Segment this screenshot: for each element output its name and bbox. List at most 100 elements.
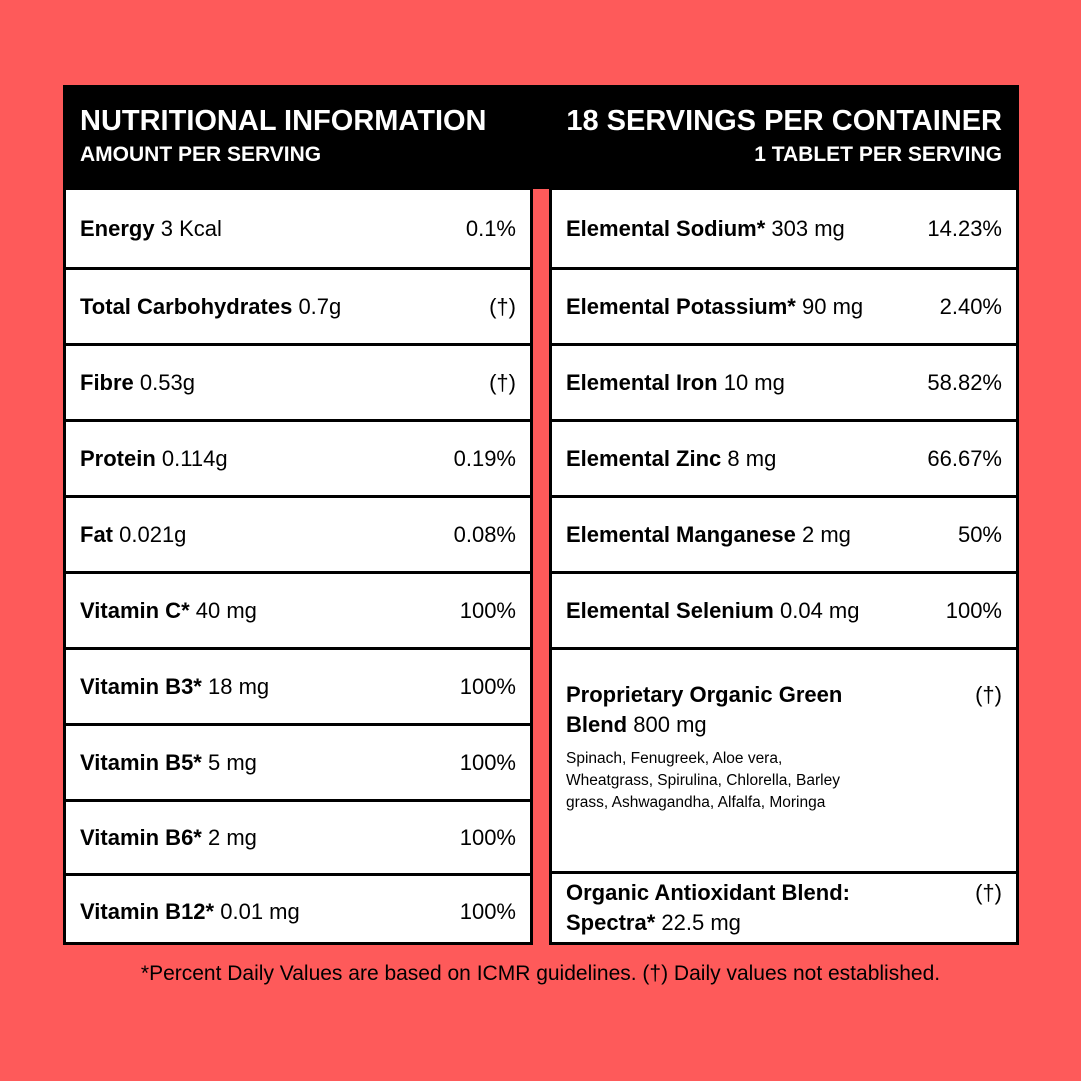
header-subtitle: AMOUNT PER SERVING bbox=[80, 143, 322, 166]
right-column: Elemental Sodium* 303 mg 14.23% Elemental … bbox=[549, 187, 1019, 945]
nutrient-row: Energy 3 Kcal 0.1% bbox=[66, 190, 530, 267]
nutrient-name: Elemental Potassium* bbox=[566, 293, 796, 319]
nutrient-label: Elemental Iron 10 mg bbox=[566, 368, 896, 398]
nutrient-amount: 3 Kcal bbox=[160, 215, 222, 241]
daily-value: 58.82% bbox=[927, 369, 1002, 395]
nutrient-row: Proprietary Organic Green Blend 800 mg (†… bbox=[552, 647, 1016, 871]
nutrient-label: Fat 0.021g bbox=[80, 520, 410, 550]
nutrient-row: Protein 0.114g 0.19% bbox=[66, 419, 530, 495]
daily-value: (†) bbox=[489, 293, 516, 319]
nutrient-amount: 0.53g bbox=[139, 369, 195, 395]
nutrient-label: Energy 3 Kcal bbox=[80, 214, 410, 244]
nutrient-row: Organic Antioxidant Blend: Spectra* 22.5… bbox=[552, 871, 1016, 942]
nutrient-name: Energy bbox=[80, 215, 155, 241]
nutrient-label: Total Carbohydrates 0.7g bbox=[80, 292, 410, 322]
nutrient-name: Vitamin B6* bbox=[80, 824, 202, 850]
nutrient-amount: 0.021g bbox=[119, 521, 187, 547]
nutrient-label: Vitamin C* 40 mg bbox=[80, 596, 410, 626]
nutrient-label: Vitamin B3* 18 mg bbox=[80, 672, 410, 702]
nutrient-row: Vitamin B5* 5 mg 100% bbox=[66, 723, 530, 799]
nutrient-row: Elemental Manganese 2 mg 50% bbox=[552, 495, 1016, 571]
header-subtitle: 1 TABLET PER SERVING bbox=[754, 143, 1002, 166]
header-title: NUTRITIONAL INFORMATION bbox=[80, 105, 487, 137]
nutrient-amount: 2 mg bbox=[802, 521, 851, 547]
nutrient-name: Proprietary Organic Green Blend bbox=[566, 682, 843, 737]
nutrient-amount: 0.01 mg bbox=[220, 899, 300, 924]
nutrient-amount: 22.5 mg bbox=[661, 910, 741, 935]
nutrient-amount: 303 mg bbox=[771, 215, 845, 241]
nutrient-row: Total Carbohydrates 0.7g (†) bbox=[66, 267, 530, 343]
daily-value: 0.19% bbox=[453, 445, 516, 471]
footnote: *Percent Daily Values are based on ICMR … bbox=[140, 962, 941, 985]
nutrient-label: Elemental Manganese 2 mg bbox=[566, 520, 896, 550]
daily-value: 100% bbox=[459, 899, 516, 924]
nutrient-name: Elemental Zinc bbox=[566, 445, 722, 471]
daily-value: (†) bbox=[975, 682, 1002, 707]
daily-value: 2.40% bbox=[939, 293, 1002, 319]
nutrient-row: Fibre 0.53g (†) bbox=[66, 343, 530, 419]
nutrient-name: Vitamin C* bbox=[80, 597, 190, 623]
nutrient-label: Vitamin B5* 5 mg bbox=[80, 748, 410, 778]
daily-value: 100% bbox=[459, 597, 516, 623]
nutrient-name: Elemental Selenium bbox=[566, 597, 774, 623]
daily-value: (†) bbox=[975, 880, 1002, 905]
nutrient-label: Elemental Potassium* 90 mg bbox=[566, 292, 896, 322]
nutrient-amount: 5 mg bbox=[207, 749, 257, 775]
nutrient-row: Fat 0.021g 0.08% bbox=[66, 495, 530, 571]
daily-value: 14.23% bbox=[927, 215, 1002, 241]
daily-value: 100% bbox=[459, 824, 516, 850]
nutrient-row: Elemental Potassium* 90 mg 2.40% bbox=[552, 267, 1016, 343]
nutrient-label: Elemental Selenium 0.04 mg bbox=[566, 596, 896, 626]
nutrient-row: Elemental Selenium 0.04 mg 100% bbox=[552, 571, 1016, 647]
nutrient-label: Vitamin B12* 0.01 mg bbox=[80, 897, 410, 927]
nutrient-amount: 0.04 mg bbox=[779, 597, 860, 623]
daily-value: 0.1% bbox=[465, 215, 516, 241]
nutrient-name: Fat bbox=[80, 521, 113, 547]
nutrient-name: Elemental Manganese bbox=[566, 521, 796, 547]
nutrient-name: Protein bbox=[80, 445, 156, 471]
daily-value: 100% bbox=[945, 597, 1002, 623]
nutrient-amount: 10 mg bbox=[723, 369, 785, 395]
blend-ingredients: Spinach, Fenugreek, Aloe vera, Wheatgras… bbox=[566, 750, 840, 811]
nutrient-amount: 800 mg bbox=[633, 712, 707, 737]
nutrient-label: Vitamin B6* 2 mg bbox=[80, 823, 410, 853]
nutrient-amount: 18 mg bbox=[207, 673, 270, 699]
nutrient-name: Elemental Sodium* bbox=[566, 215, 766, 241]
nutrient-row: Vitamin B3* 18 mg 100% bbox=[66, 647, 530, 723]
left-column: Energy 3 Kcal 0.1% Total Carbohydrates 0.7… bbox=[63, 187, 533, 945]
nutrient-row: Vitamin B12* 0.01 mg 100% bbox=[66, 873, 530, 948]
daily-value: 100% bbox=[459, 749, 516, 775]
daily-value: 50% bbox=[957, 521, 1002, 547]
daily-value: 100% bbox=[459, 673, 516, 699]
nutrient-name: Organic Antioxidant Blend: Spectra* bbox=[566, 880, 850, 935]
nutrient-name: Fibre bbox=[80, 369, 134, 395]
nutrient-label: Protein 0.114g bbox=[80, 444, 410, 474]
nutrient-amount: 40 mg bbox=[195, 597, 257, 623]
nutrient-label: Organic Antioxidant Blend: Spectra* 22.5… bbox=[566, 878, 896, 938]
nutrient-row: Vitamin B6* 2 mg 100% bbox=[66, 799, 530, 873]
nutrient-row: Vitamin C* 40 mg 100% bbox=[66, 571, 530, 647]
header: NUTRITIONAL INFORMATION AMOUNT PER SERVI… bbox=[63, 85, 1019, 189]
nutrient-name: Elemental Iron bbox=[566, 369, 718, 395]
nutrient-amount: 2 mg bbox=[207, 824, 257, 850]
nutrient-amount: 8 mg bbox=[727, 445, 777, 471]
nutrient-name: Total Carbohydrates bbox=[80, 293, 293, 319]
nutrient-amount: 90 mg bbox=[802, 293, 864, 319]
nutrient-label: Fibre 0.53g bbox=[80, 368, 410, 398]
nutrient-name: Vitamin B3* bbox=[80, 673, 202, 699]
nutrient-label: Proprietary Organic Green Blend 800 mg bbox=[566, 680, 896, 740]
nutrient-name: Vitamin B5* bbox=[80, 749, 202, 775]
daily-value: 66.67% bbox=[927, 445, 1002, 471]
daily-value: (†) bbox=[489, 369, 516, 395]
nutrient-row: Elemental Zinc 8 mg 66.67% bbox=[552, 419, 1016, 495]
nutrient-row: Elemental Iron 10 mg 58.82% bbox=[552, 343, 1016, 419]
daily-value: 0.08% bbox=[453, 521, 516, 547]
header-title: 18 SERVINGS PER CONTAINER bbox=[566, 105, 1002, 137]
nutrient-amount: 0.7g bbox=[298, 293, 342, 319]
nutrient-name: Vitamin B12* bbox=[80, 899, 215, 924]
nutrient-label: Elemental Sodium* 303 mg bbox=[566, 214, 896, 244]
nutrient-amount: 0.114g bbox=[161, 445, 228, 471]
nutrient-row: Elemental Sodium* 303 mg 14.23% bbox=[552, 190, 1016, 267]
nutrient-label: Elemental Zinc 8 mg bbox=[566, 444, 896, 474]
